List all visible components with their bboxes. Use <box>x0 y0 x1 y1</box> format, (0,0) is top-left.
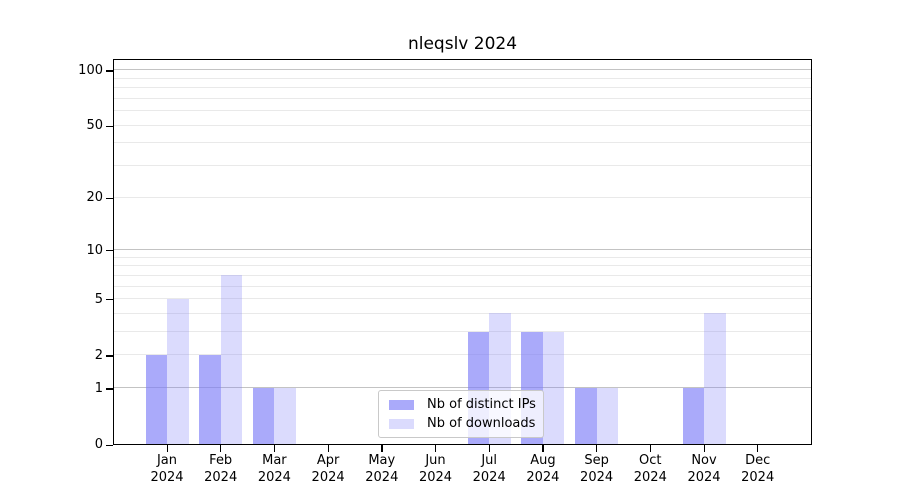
y-tick-mark-2 <box>106 355 113 357</box>
x-tick-mark-jun <box>435 445 437 452</box>
x-tick-label-nov: Nov 2024 <box>687 453 721 485</box>
chart-title: nleqslv 2024 <box>407 34 518 54</box>
legend-swatch-distinct-ips <box>389 399 414 410</box>
x-tick-mark-dec <box>757 445 759 452</box>
x-tick-label-oct: Oct 2024 <box>633 453 667 485</box>
x-tick-label-may: May 2024 <box>365 453 399 485</box>
x-tick-mark-aug <box>542 445 544 452</box>
bar-downloads-jan <box>167 298 189 444</box>
gridline-y-2 <box>114 354 811 356</box>
x-tick-mark-mar <box>273 445 276 452</box>
gridline-y-80 <box>114 87 811 89</box>
x-tick-label-jul: Jul 2024 <box>472 453 506 485</box>
legend-label-distinct-ips: Nb of distinct IPs <box>427 397 536 412</box>
y-tick-mark-0 <box>106 444 113 446</box>
x-tick-label-mar: Mar 2024 <box>257 453 291 485</box>
gridline-y-60 <box>114 110 811 112</box>
legend-swatch-downloads <box>389 418 414 429</box>
x-tick-mark-jan <box>166 445 168 452</box>
bar-ips-jan <box>145 354 167 444</box>
gridline-y-3 <box>114 331 811 333</box>
x-tick-mark-nov <box>703 445 705 452</box>
gridline-y-1 <box>114 387 811 389</box>
y-tick-mark-20 <box>106 197 113 199</box>
gridline-y-4 <box>114 312 811 314</box>
x-tick-mark-may <box>381 445 383 452</box>
gridline-y-8 <box>114 265 811 267</box>
y-tick-mark-100 <box>106 70 113 72</box>
x-tick-mark-oct <box>649 445 652 452</box>
y-tick-mark-10 <box>106 250 113 252</box>
y-tick-label-20: 20 <box>86 190 103 206</box>
gridline-y-6 <box>114 285 811 287</box>
legend: Nb of distinct IPs Nb of downloads <box>378 390 544 438</box>
bar-downloads-aug <box>542 331 565 444</box>
gridline-y-10 <box>114 249 811 251</box>
y-tick-label-50: 50 <box>86 118 103 134</box>
x-tick-mark-feb <box>220 445 222 452</box>
y-tick-mark-1 <box>106 388 113 390</box>
gridline-y-50 <box>114 124 811 126</box>
gridline-y-9 <box>114 256 811 258</box>
legend-label-downloads: Nb of downloads <box>427 416 536 431</box>
x-tick-label-feb: Feb 2024 <box>204 453 238 485</box>
x-tick-label-aug: Aug 2024 <box>526 453 560 485</box>
x-tick-label-jun: Jun 2024 <box>418 453 453 485</box>
gridline-y-5 <box>114 298 811 300</box>
gridline-y-100 <box>114 69 811 71</box>
y-tick-mark-50 <box>106 125 113 127</box>
y-tick-label-5: 5 <box>94 291 103 307</box>
legend-item-distinct-ips: Nb of distinct IPs <box>389 395 536 414</box>
legend-item-downloads: Nb of downloads <box>389 414 536 433</box>
bar-downloads-sep <box>596 387 619 444</box>
y-tick-label-1: 1 <box>94 380 103 396</box>
y-tick-mark-5 <box>106 299 113 301</box>
y-tick-label-0: 0 <box>94 437 103 452</box>
gridline-y-70 <box>114 97 811 99</box>
gridline-y-40 <box>114 142 811 144</box>
bar-downloads-nov <box>704 313 726 444</box>
gridline-y-90 <box>114 77 811 79</box>
x-tick-mark-sep <box>596 445 598 452</box>
x-tick-label-sep: Sep 2024 <box>580 453 614 485</box>
x-tick-label-jan: Jan 2024 <box>150 453 184 485</box>
x-tick-mark-jul <box>488 445 490 452</box>
y-tick-label-10: 10 <box>86 242 103 258</box>
y-tick-label-100: 100 <box>78 62 103 78</box>
bar-downloads-feb <box>220 275 243 444</box>
gridline-y-20 <box>114 196 811 198</box>
bar-ips-nov <box>682 387 704 444</box>
x-tick-label-dec: Dec 2024 <box>741 453 775 485</box>
gridline-y-7 <box>114 274 811 276</box>
plot-area <box>113 59 812 445</box>
bar-ips-mar <box>252 387 275 444</box>
bar-ips-sep <box>575 387 597 444</box>
gridline-y-30 <box>114 165 811 167</box>
y-tick-label-2: 2 <box>94 347 103 363</box>
bar-ips-feb <box>199 354 221 444</box>
x-tick-mark-apr <box>327 445 329 452</box>
bar-downloads-mar <box>274 387 296 444</box>
x-tick-label-apr: Apr 2024 <box>311 453 345 485</box>
